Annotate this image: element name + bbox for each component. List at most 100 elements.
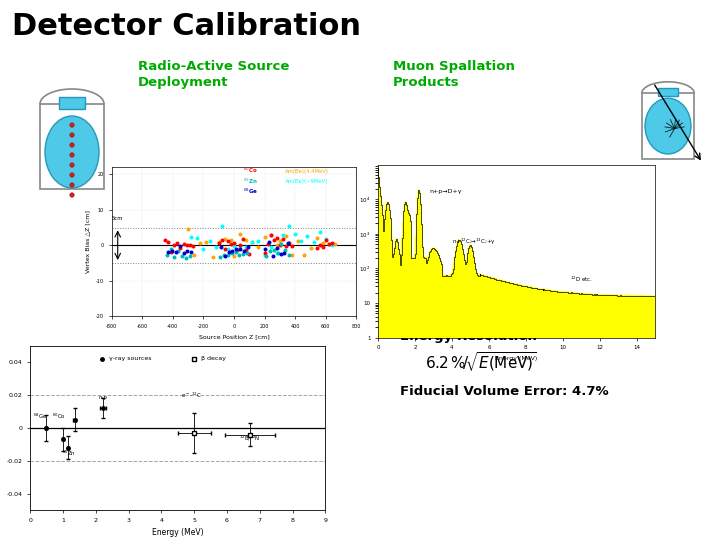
Point: [261, 252, 272, 261]
Point: [176, 251, 188, 260]
Point: [165, 245, 176, 253]
Point: [230, 247, 241, 256]
Point: [323, 240, 335, 249]
Point: [240, 242, 252, 251]
Point: [210, 242, 222, 251]
Point: [283, 238, 295, 247]
Text: Fiducial Volume Error: 4.7%: Fiducial Volume Error: 4.7%: [400, 385, 608, 398]
Text: Am(Be)(4.4MeV): Am(Be)(4.4MeV): [284, 168, 328, 174]
Point: [289, 230, 301, 238]
Point: [216, 222, 228, 231]
Point: [235, 245, 246, 253]
Point: [326, 239, 338, 248]
Text: Am(Be)(~9MeV): Am(Be)(~9MeV): [284, 179, 328, 184]
Point: [228, 252, 240, 260]
Point: [275, 250, 287, 259]
Point: [166, 247, 178, 255]
Y-axis label: ΔE/E: ΔE/E: [0, 419, 1, 437]
Point: [230, 245, 242, 254]
Point: [292, 237, 304, 245]
Point: [267, 252, 279, 260]
Point: [308, 238, 320, 247]
Text: $^{65}$Zn: $^{65}$Zn: [243, 176, 258, 186]
Text: $^{60}$Co: $^{60}$Co: [52, 412, 66, 421]
Point: [222, 237, 233, 245]
Point: [240, 235, 252, 244]
Point: [265, 231, 276, 239]
Point: [279, 246, 291, 254]
Point: [240, 246, 252, 254]
Point: [187, 241, 199, 250]
Point: [235, 241, 246, 250]
Text: Vertex Resolution: Vertex Resolution: [400, 278, 534, 291]
Ellipse shape: [645, 98, 691, 154]
Bar: [642, 93, 694, 159]
Point: [272, 249, 284, 258]
Circle shape: [70, 153, 74, 157]
Circle shape: [70, 133, 74, 137]
X-axis label: Source Position Z [cm]: Source Position Z [cm]: [199, 334, 269, 339]
Bar: [59, 97, 85, 109]
Point: [317, 238, 328, 247]
Point: [287, 251, 298, 260]
Point: [182, 225, 194, 234]
Point: [311, 234, 323, 242]
Point: [233, 251, 245, 259]
Point: [277, 235, 289, 244]
Point: [287, 242, 298, 251]
Text: γ-ray sources: γ-ray sources: [109, 356, 151, 361]
Text: e$^-$-$^{12}$C: e$^-$-$^{12}$C: [181, 390, 202, 400]
Point: [320, 235, 331, 244]
Bar: [658, 87, 678, 96]
Text: $^{68}$Ge: $^{68}$Ge: [243, 187, 258, 196]
Point: [222, 251, 233, 260]
Point: [204, 237, 215, 246]
Point: [282, 239, 294, 248]
Text: 5cm: 5cm: [112, 217, 123, 221]
Point: [235, 230, 246, 238]
Point: [172, 247, 184, 255]
Point: [259, 248, 271, 257]
Text: Muon Spallation
Products: Muon Spallation Products: [393, 60, 515, 89]
Point: [215, 253, 226, 262]
Text: $6.2\,\%\!/\!\sqrt{E(\mathrm{MeV})}$: $6.2\,\%\!/\!\sqrt{E(\mathrm{MeV})}$: [425, 350, 537, 374]
Point: [283, 250, 295, 259]
Point: [268, 236, 279, 245]
Text: n+$^{12}$C;→$^{13}$C;+γ: n+$^{12}$C;→$^{13}$C;+γ: [452, 237, 496, 247]
Point: [274, 240, 286, 249]
Text: $20.6\,\mathrm{cm}/\!\sqrt{E\,(\mathrm{MeV})}$: $20.6\,\mathrm{cm}/\!\sqrt{E\,(\mathrm{M…: [425, 297, 561, 321]
Point: [166, 247, 177, 256]
Point: [189, 251, 200, 259]
Point: [216, 236, 228, 245]
Point: [168, 241, 180, 249]
Point: [223, 247, 235, 256]
Point: [235, 240, 246, 249]
Point: [271, 241, 282, 249]
Point: [317, 243, 328, 252]
Point: [314, 240, 325, 249]
Text: $^{12}$D etc.: $^{12}$D etc.: [570, 275, 593, 285]
Point: [295, 237, 307, 245]
Point: [262, 240, 274, 248]
Point: [271, 248, 282, 257]
Text: $^{68}$Ge: $^{68}$Ge: [33, 412, 48, 421]
Point: [194, 239, 206, 247]
Point: [305, 244, 316, 253]
Point: [231, 246, 243, 254]
Point: [264, 238, 275, 246]
Point: [213, 239, 225, 248]
Text: $^{12}$B/$^{12}$N: $^{12}$B/$^{12}$N: [239, 434, 261, 443]
Point: [181, 240, 192, 249]
Text: Energy Resolution: Energy Resolution: [400, 330, 537, 343]
Point: [192, 234, 203, 243]
Ellipse shape: [45, 116, 99, 188]
Point: [264, 247, 276, 255]
Text: β decay: β decay: [201, 356, 226, 361]
Point: [180, 254, 192, 262]
Point: [218, 251, 230, 259]
Bar: [40, 104, 104, 189]
Point: [260, 245, 271, 254]
Point: [276, 240, 287, 248]
Point: [238, 250, 249, 259]
Point: [283, 221, 295, 230]
